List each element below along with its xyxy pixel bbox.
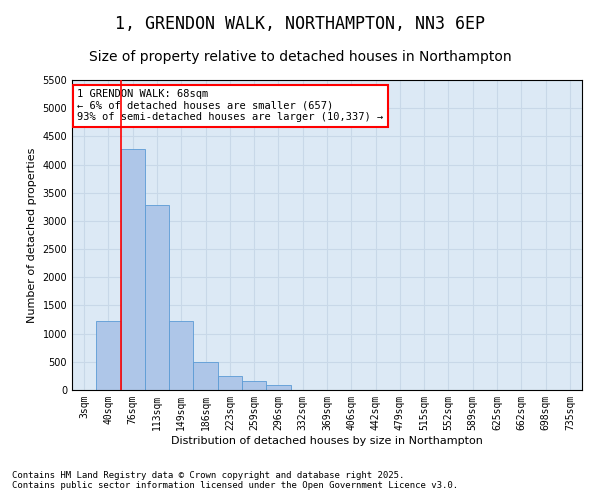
Bar: [266, 386, 290, 390]
Bar: [169, 320, 193, 390]
Bar: [193, 362, 218, 390]
Bar: [121, 149, 145, 390]
Text: 1, GRENDON WALK, NORTHAMPTON, NN3 6EP: 1, GRENDON WALK, NORTHAMPTON, NN3 6EP: [115, 15, 485, 33]
Bar: [145, 205, 169, 390]
Bar: [242, 381, 266, 390]
X-axis label: Distribution of detached houses by size in Northampton: Distribution of detached houses by size …: [171, 436, 483, 446]
Text: 1 GRENDON WALK: 68sqm
← 6% of detached houses are smaller (657)
93% of semi-deta: 1 GRENDON WALK: 68sqm ← 6% of detached h…: [77, 90, 383, 122]
Text: Contains HM Land Registry data © Crown copyright and database right 2025.
Contai: Contains HM Land Registry data © Crown c…: [12, 470, 458, 490]
Y-axis label: Number of detached properties: Number of detached properties: [27, 148, 37, 322]
Bar: [218, 376, 242, 390]
Bar: [96, 321, 121, 390]
Text: Size of property relative to detached houses in Northampton: Size of property relative to detached ho…: [89, 50, 511, 64]
